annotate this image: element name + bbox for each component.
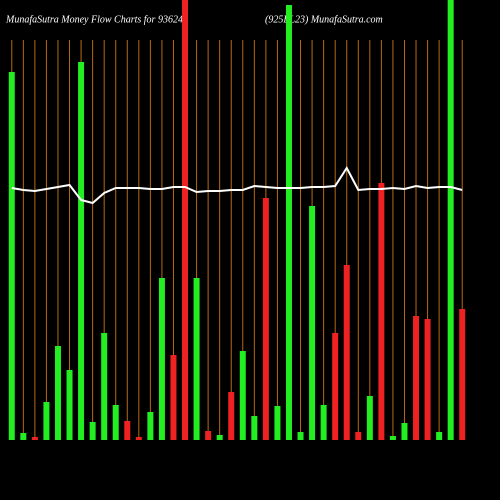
bar: [66, 370, 73, 440]
bar: [285, 5, 292, 440]
bar: [355, 432, 362, 440]
bar: [320, 405, 327, 440]
bar: [170, 355, 177, 440]
bar: [251, 416, 258, 440]
bar: [135, 437, 142, 440]
bar: [366, 396, 373, 440]
bar: [459, 309, 466, 440]
bar: [262, 198, 269, 440]
bar: [447, 0, 454, 440]
bar: [147, 412, 154, 440]
bar: [31, 437, 38, 440]
bar: [54, 346, 61, 440]
bar: [309, 206, 316, 440]
bar: [413, 316, 420, 440]
bar: [401, 423, 408, 440]
flow-line: [11, 166, 463, 205]
bar: [424, 319, 431, 440]
bar: [239, 351, 246, 440]
bar: [20, 433, 27, 440]
bar: [216, 435, 223, 440]
bar: [78, 62, 85, 440]
chart-title: MunafaSutra Money Flow Charts for 936246: [5, 14, 188, 25]
bar: [343, 265, 350, 440]
bar: [112, 405, 119, 440]
bar: [332, 333, 339, 440]
bar: [89, 422, 96, 440]
bar: [101, 333, 108, 440]
bar: [205, 431, 212, 440]
bar: [193, 278, 200, 440]
bar: [124, 421, 131, 440]
bar: [389, 436, 396, 440]
bar: [43, 402, 50, 440]
bar: [228, 392, 235, 440]
bar: [158, 278, 165, 440]
bar: [436, 432, 443, 440]
bar: [378, 183, 385, 440]
bar: [8, 72, 15, 440]
bar: [297, 432, 304, 440]
bar: [274, 406, 281, 440]
chart-subtitle: (925EL23) MunafaSutra.com: [265, 14, 383, 25]
bar: [182, 0, 189, 440]
